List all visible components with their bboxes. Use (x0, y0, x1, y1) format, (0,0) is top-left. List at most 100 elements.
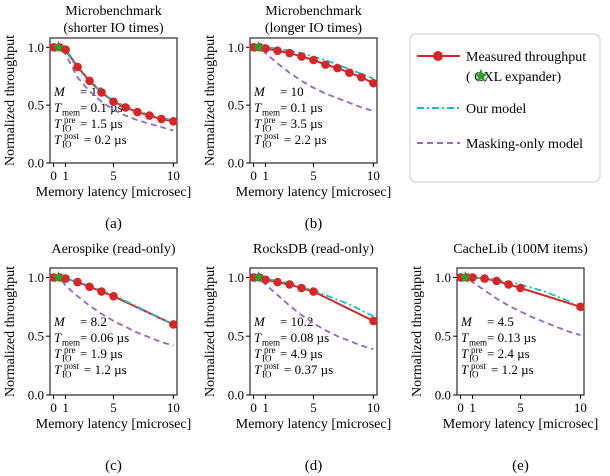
param-symbol: T (461, 346, 469, 361)
x-tick-label: 0 (457, 400, 464, 415)
panel-caption: (b) (305, 216, 323, 232)
param-symbol: T (254, 346, 262, 361)
param-value: = 0.1 µs (280, 100, 323, 115)
y-axis-label: Normalized throughput (410, 266, 425, 397)
param-symbol: T (254, 362, 262, 377)
legend-measured-marker (433, 51, 443, 61)
panel-caption: (a) (105, 216, 122, 232)
param-value: = 2.4 µs (487, 346, 530, 361)
param-symbol: T (254, 132, 262, 147)
param-superscript: pre (264, 115, 276, 125)
measured-point (157, 114, 166, 124)
measured-line (253, 276, 374, 322)
measured-point (516, 283, 525, 293)
y-tick-label: 1.0 (28, 270, 44, 285)
legend-our-model-label: Our model (466, 102, 526, 117)
param-symbol: M (53, 84, 66, 99)
measured-point (576, 302, 585, 312)
measured-point (169, 320, 178, 329)
param-symbol: T (254, 100, 262, 115)
x-tick-label: 10 (574, 400, 587, 415)
param-symbol: T (461, 330, 469, 345)
param-symbol: T (254, 330, 262, 345)
measured-point (73, 277, 82, 287)
y-tick-label: 0.0 (228, 388, 244, 403)
x-axis-label: Memory latency [microsec] (443, 417, 599, 432)
param-superscript: pre (471, 345, 483, 355)
measured-point (273, 46, 282, 56)
legend-box (409, 33, 601, 183)
y-axis-label: Normalized throughput (3, 266, 18, 397)
chart-title: (longer IO times) (265, 21, 363, 36)
our-model-line (253, 276, 374, 318)
measured-point (369, 78, 378, 88)
chart-panel: Microbenchmark (shorter IO times) 0 1 5 10 0.0… (3, 4, 191, 232)
measured-point (61, 45, 70, 54)
x-tick-label: 5 (310, 400, 317, 415)
param-value: = 4.5 (487, 314, 514, 329)
measured-point (357, 73, 366, 82)
param-subscript: mem (262, 108, 280, 118)
param-superscript: post (264, 131, 280, 141)
param-symbol: M (53, 314, 66, 329)
legend-expander-open: ( (466, 70, 471, 85)
param-subscript: mem (62, 338, 80, 348)
param-value: = 0.13 µs (487, 330, 536, 345)
param-value: = 1.9 µs (80, 346, 123, 361)
y-tick-label: 1.0 (28, 40, 44, 55)
param-value: = 1.2 µs (491, 362, 534, 377)
x-tick-label: 5 (310, 168, 317, 183)
cxl-expander-star-icon (252, 270, 265, 283)
param-subscript: IO (262, 354, 272, 364)
measured-point (169, 117, 178, 126)
param-subscript: IO (262, 140, 272, 150)
measured-point (109, 291, 118, 301)
chart-title: Aerospike (read-only) (51, 242, 175, 257)
y-tick-label: 1.0 (228, 40, 244, 55)
panel-caption: (e) (512, 458, 529, 474)
param-subscript: IO (262, 370, 272, 380)
measured-point (309, 55, 318, 65)
param-value: = 2.2 µs (284, 132, 327, 147)
measured-point (369, 316, 378, 326)
measured-point (285, 280, 294, 289)
param-value: = 10 (280, 84, 304, 99)
measured-point (85, 76, 94, 86)
x-tick-label: 1 (62, 168, 69, 183)
x-tick-label: 5 (110, 168, 117, 183)
measured-point (73, 62, 82, 72)
x-tick-label: 10 (167, 168, 180, 183)
our-model-line (460, 276, 581, 309)
measured-point (61, 274, 70, 283)
chart-title: (shorter IO times) (63, 21, 164, 36)
measured-point (145, 111, 154, 120)
cxl-expander-star-icon (459, 270, 472, 283)
param-value: = 1.5 µs (80, 116, 123, 131)
cxl-expander-star-icon (252, 40, 265, 53)
x-tick-label: 5 (517, 400, 524, 415)
param-symbol: T (54, 362, 62, 377)
y-tick-label: 0.5 (228, 329, 244, 344)
x-tick-label: 1 (262, 168, 269, 183)
param-subscript: IO (262, 124, 272, 134)
legend-measured-label: Measured throughput (466, 50, 586, 65)
param-subscript: IO (62, 370, 72, 380)
param-symbol: M (460, 314, 473, 329)
param-superscript: post (471, 361, 487, 371)
x-tick-label: 0 (50, 168, 57, 183)
param-subscript: IO (62, 124, 72, 134)
measured-point (109, 97, 118, 106)
param-subscript: IO (469, 354, 479, 364)
param-value: = 1.2 µs (84, 362, 127, 377)
param-superscript: post (64, 131, 80, 141)
x-axis-label: Memory latency [microsec] (236, 185, 392, 200)
param-subscript: mem (262, 338, 280, 348)
chart-panel: Aerospike (read-only) 0 1 5 10 0.0 0.5 1.0 Memor… (3, 242, 191, 474)
measured-line (253, 46, 374, 85)
panel-caption: (d) (305, 458, 323, 474)
chart-title: CacheLib (100M items) (453, 242, 588, 257)
panel-caption: (c) (105, 458, 122, 474)
y-axis-label: Normalized throughput (203, 266, 218, 397)
